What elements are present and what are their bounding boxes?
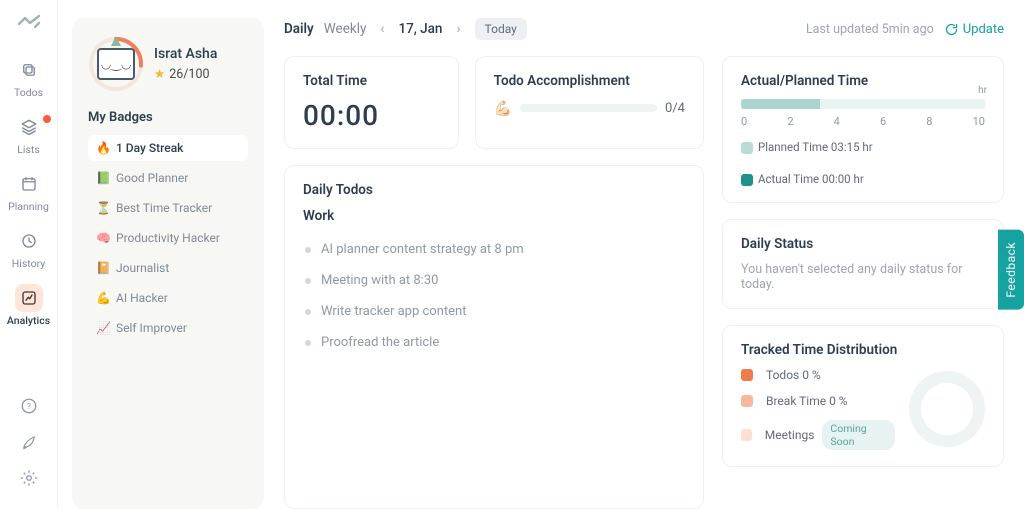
badge-best-time-tracker: ⏳Best Time Tracker	[88, 195, 248, 221]
dist-legend-item: MeetingsComing Soon	[741, 420, 895, 450]
help-icon[interactable]: ?	[20, 397, 38, 419]
profile-card: ◡‿◡ Israt Asha ★ 26/100 My Badges 🔥1 Day…	[72, 18, 264, 509]
next-date-button[interactable]: ›	[452, 21, 464, 37]
accomplishment-bar	[520, 104, 657, 112]
copy-icon	[15, 56, 43, 84]
calendar-icon	[15, 170, 43, 198]
settings-icon[interactable]	[20, 469, 38, 491]
tab-daily[interactable]: Daily	[284, 21, 314, 37]
nav-item-analytics[interactable]: Analytics	[5, 284, 53, 327]
refresh-icon	[944, 22, 959, 37]
badge-self-improver: 📈Self Improver	[88, 315, 248, 341]
badge-icon: ⏳	[96, 201, 110, 215]
daily-todos-card: Daily Todos Work AI planner content stra…	[284, 165, 704, 509]
star-icon: ★	[154, 66, 165, 82]
badge-productivity-hacker: 🧠Productivity Hacker	[88, 225, 248, 251]
bullet-icon	[305, 278, 311, 284]
todo-item[interactable]: Write tracker app content	[303, 296, 685, 327]
distribution-title: Tracked Time Distribution	[741, 342, 985, 358]
tab-weekly[interactable]: Weekly	[324, 21, 367, 37]
color-swatch	[741, 369, 753, 381]
bullet-icon	[305, 247, 311, 253]
todos-section-label: Work	[303, 208, 685, 224]
today-button[interactable]: Today	[475, 18, 527, 40]
app-logo	[17, 14, 41, 36]
topbar: Daily Weekly ‹ 17, Jan › Today Last upda…	[284, 18, 1004, 40]
badge-good-planner: 📗Good Planner	[88, 165, 248, 191]
badge-icon: 📈	[96, 321, 110, 335]
badges-heading: My Badges	[88, 110, 248, 125]
prev-date-button[interactable]: ‹	[376, 21, 388, 37]
color-swatch	[741, 429, 752, 441]
nav-item-lists[interactable]: Lists	[5, 113, 53, 156]
accomplishment-title: Todo Accomplishment	[494, 73, 685, 89]
avatar-progress-ring: ◡‿◡	[88, 36, 144, 92]
last-updated-text: Last updated 5min ago	[806, 22, 934, 37]
distribution-card: Tracked Time Distribution Todos 0 % Break…	[722, 325, 1004, 467]
accomplishment-count: 0/4	[665, 101, 685, 116]
badge-icon: 📗	[96, 171, 110, 185]
todo-item[interactable]: Proofread the article	[303, 327, 685, 358]
clock-icon	[15, 227, 43, 255]
update-button[interactable]: Update	[944, 22, 1004, 37]
actual-planned-card: Actual/Planned Time hr 0246810 Planned T…	[722, 56, 1004, 203]
bullet-icon	[305, 309, 311, 315]
daily-todos-title: Daily Todos	[303, 182, 685, 198]
badge-icon: 💪	[96, 291, 110, 305]
color-swatch	[741, 395, 753, 407]
profile-score: ★ 26/100	[154, 66, 217, 82]
nav-item-todos[interactable]: Todos	[5, 56, 53, 99]
profile-name: Israt Asha	[154, 46, 217, 62]
ap-unit: hr	[978, 85, 987, 96]
badge-journalist: 📔Journalist	[88, 255, 248, 281]
total-time-card: Total Time 00:00	[284, 56, 459, 149]
rocket-icon[interactable]	[20, 433, 38, 455]
distribution-donut	[909, 371, 985, 447]
bullet-icon	[305, 340, 311, 346]
flex-arm-icon: 💪🏻	[494, 99, 513, 117]
badge-1-day-streak: 🔥1 Day Streak	[88, 135, 248, 161]
badge-icon: 🔥	[96, 141, 110, 155]
feedback-tab[interactable]: Feedback	[998, 230, 1024, 310]
total-time-value: 00:00	[303, 99, 440, 132]
badge-icon: 🧠	[96, 231, 110, 245]
ap-bar	[741, 99, 985, 109]
nav-item-planning[interactable]: Planning	[5, 170, 53, 213]
daily-status-card: Daily Status You haven't selected any da…	[722, 219, 1004, 309]
dist-legend-item: Break Time 0 %	[741, 394, 895, 408]
daily-status-text: You haven't selected any daily status fo…	[741, 262, 985, 292]
coming-soon-badge: Coming Soon	[822, 420, 895, 450]
avatar-icon: ◡‿◡	[97, 48, 135, 80]
daily-status-title: Daily Status	[741, 236, 985, 252]
legend-actual: Actual Time 00:00 hr	[741, 172, 864, 186]
badge-icon: 📔	[96, 261, 110, 275]
analytics-icon	[15, 284, 43, 312]
main-content: Daily Weekly ‹ 17, Jan › Today Last upda…	[264, 0, 1024, 509]
todo-item[interactable]: Meeting with at 8:30	[303, 265, 685, 296]
nav-item-history[interactable]: History	[5, 227, 53, 270]
svg-text:?: ?	[27, 402, 31, 412]
current-date: 17, Jan	[398, 21, 442, 37]
layers-icon	[15, 113, 43, 141]
dist-legend-item: Todos 0 %	[741, 368, 895, 382]
actual-planned-title: Actual/Planned Time	[741, 73, 985, 89]
ap-axis: 0246810	[741, 115, 985, 128]
legend-planned: Planned Time 03:15 hr	[741, 140, 873, 154]
left-nav: Todos Lists Planning History Analytics ?	[0, 0, 58, 509]
total-time-title: Total Time	[303, 73, 440, 89]
accomplishment-card: Todo Accomplishment 💪🏻 0/4	[475, 56, 704, 149]
todo-item[interactable]: AI planner content strategy at 8 pm	[303, 234, 685, 265]
badge-ai-hacker: 💪AI Hacker	[88, 285, 248, 311]
